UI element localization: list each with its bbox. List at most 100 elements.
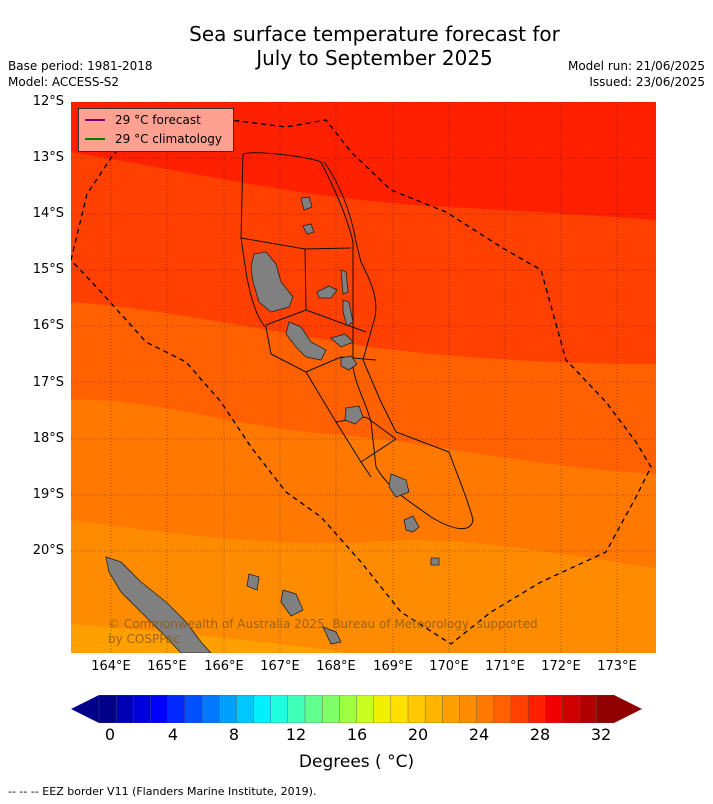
colorbar-cell xyxy=(373,695,392,723)
map-grid xyxy=(71,102,656,653)
colorbar-cell xyxy=(218,695,238,723)
colorbar-cell xyxy=(476,695,495,723)
colorbar-cell xyxy=(527,695,547,723)
legend-label-forecast: 29 °C forecast xyxy=(115,113,201,127)
colorbar-cell xyxy=(407,695,426,723)
colorbar-cell xyxy=(236,695,255,723)
legend-item-forecast: 29 °C forecast xyxy=(85,111,201,129)
colorbar-tick-12: 12 xyxy=(285,725,307,744)
colorbar-cell xyxy=(579,695,598,723)
title-line-1: Sea surface temperature forecast for xyxy=(189,22,560,46)
lon-label-165e: 165°E xyxy=(147,659,187,674)
colorbar-cell xyxy=(459,695,478,723)
lon-label-171e: 171°E xyxy=(485,659,525,674)
colorbar-tick-24: 24 xyxy=(468,725,490,744)
province-boundaries xyxy=(240,152,474,530)
meta-left: Base period: 1981-2018 Model: ACCESS-S2 xyxy=(8,58,153,90)
colorbar-upper-extension xyxy=(614,695,642,723)
lat-label-12s: 12°S xyxy=(32,94,64,109)
lat-label-16s: 16°S xyxy=(32,318,64,333)
lon-label-173e: 173°E xyxy=(597,659,637,674)
gaua-island xyxy=(300,196,313,211)
colorbar-cell xyxy=(270,695,289,723)
copyright-text: © Commonwealth of Australia 2025, Bureau… xyxy=(108,617,538,646)
lon-label-169e: 169°E xyxy=(373,659,413,674)
band-24-25 xyxy=(71,624,351,653)
colorbar-cell xyxy=(201,695,220,723)
chart-title: Sea surface temperature forecast for Jul… xyxy=(0,22,713,70)
vanua-lava-island xyxy=(302,223,315,235)
lat-label-14s: 14°S xyxy=(32,206,64,221)
colorbar-cell xyxy=(304,695,323,723)
colorbar-cell xyxy=(562,695,581,723)
colorbar-tick-20: 20 xyxy=(407,725,429,744)
colorbar-cell xyxy=(184,695,203,723)
colorbar-cell xyxy=(287,695,306,723)
colorbar-cell xyxy=(253,695,272,723)
colorbar-cell xyxy=(98,695,117,723)
lifou-island xyxy=(322,626,342,645)
lon-label-166e: 166°E xyxy=(204,659,244,674)
legend-swatch-forecast xyxy=(85,119,105,121)
tanna-island xyxy=(403,515,420,533)
colorbar-cell xyxy=(390,695,409,723)
colorbar-cell xyxy=(596,695,615,723)
title-line-2: July to September 2025 xyxy=(256,46,493,70)
colorbar-cell xyxy=(545,695,564,723)
lon-label-167e: 167°E xyxy=(260,659,300,674)
colorbar-cell xyxy=(493,695,512,723)
colorbar-cell xyxy=(424,695,444,723)
colorbar-tick-28: 28 xyxy=(529,725,551,744)
colorbar-cell xyxy=(339,695,358,723)
ambrym-island xyxy=(330,333,354,348)
model-run-text: Model run: 21/06/2025 xyxy=(567,59,705,73)
colorbar-tick-4: 4 xyxy=(167,725,179,744)
sst-map xyxy=(71,102,656,653)
lon-label-170e: 170°E xyxy=(429,659,469,674)
lon-label-172e: 172°E xyxy=(541,659,581,674)
colorbar-cell xyxy=(510,695,529,723)
colorbar-tick-8: 8 xyxy=(228,725,240,744)
aneityum-island xyxy=(430,557,440,566)
issued-text: Issued: 23/06/2025 xyxy=(589,75,705,89)
colorbar-tick-16: 16 xyxy=(346,725,368,744)
pentecost-island xyxy=(342,299,354,327)
colorbar-cell xyxy=(150,695,169,723)
colorbar-label: Degrees ( °C) xyxy=(298,752,415,772)
legend-label-climatology: 29 °C climatology xyxy=(115,132,223,146)
colorbar-cell xyxy=(321,695,341,723)
lon-label-164e: 164°E xyxy=(91,659,131,674)
erromango-island xyxy=(388,473,410,498)
colorbar-tick-32: 32 xyxy=(590,725,612,744)
islands xyxy=(105,196,440,653)
espiritu-santo-island xyxy=(250,251,294,313)
lat-label-13s: 13°S xyxy=(32,150,64,165)
lat-label-19s: 19°S xyxy=(32,487,64,502)
colorbar xyxy=(71,695,642,723)
ambae-island xyxy=(316,285,338,299)
lat-label-15s: 15°S xyxy=(32,262,64,277)
lon-label-168e: 168°E xyxy=(316,659,356,674)
malekula-island xyxy=(285,321,327,361)
mare-island xyxy=(246,573,260,591)
legend-swatch-climatology xyxy=(85,138,105,140)
model-text: Model: ACCESS-S2 xyxy=(8,75,120,89)
eez-footnote: -- -- -- EEZ border V11 (Flanders Marine… xyxy=(8,785,317,798)
colorbar-cell xyxy=(356,695,375,723)
colorbar-cell xyxy=(133,695,152,723)
maewo-island xyxy=(340,269,349,295)
colorbar-cell xyxy=(167,695,186,723)
epi-island xyxy=(340,355,358,371)
map-svg xyxy=(71,102,656,653)
meta-right: Model run: 21/06/2025 Issued: 23/06/2025 xyxy=(568,58,705,90)
legend-item-climatology: 29 °C climatology xyxy=(85,130,222,148)
colorbar-cell xyxy=(442,695,461,723)
colorbar-cell xyxy=(115,695,135,723)
loyalty-islands xyxy=(280,589,304,617)
colorbar-tick-0: 0 xyxy=(104,725,116,744)
new-caledonia xyxy=(105,556,212,653)
base-period-text: Base period: 1981-2018 xyxy=(8,59,153,73)
lat-label-18s: 18°S xyxy=(32,431,64,446)
efate-island xyxy=(344,405,364,425)
colorbar-lower-extension xyxy=(71,695,99,723)
